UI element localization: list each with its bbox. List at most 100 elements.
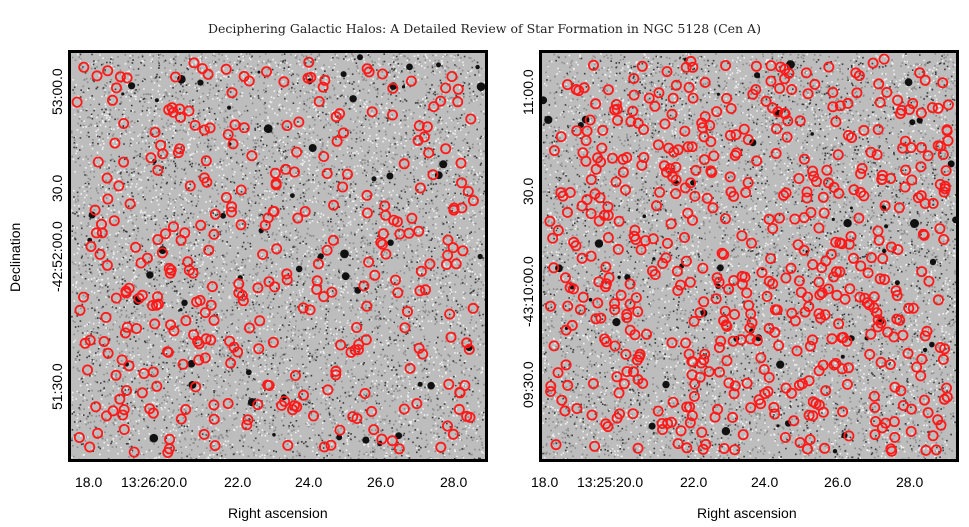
source-marker (681, 401, 693, 413)
source-marker (252, 282, 264, 294)
source-marker (813, 222, 825, 234)
source-marker (377, 228, 389, 240)
source-marker (235, 184, 247, 196)
source-marker (649, 100, 661, 112)
source-marker (612, 114, 624, 126)
source-marker (443, 378, 455, 390)
source-marker (116, 354, 128, 366)
right-x-tick-4: 24.0 (751, 474, 779, 490)
source-marker (627, 105, 639, 117)
source-marker (675, 425, 687, 437)
source-marker (118, 404, 130, 416)
source-marker (193, 354, 205, 366)
source-marker (831, 289, 843, 301)
right-sky-image (542, 53, 956, 459)
source-marker (136, 289, 148, 301)
sky-noise (542, 53, 956, 459)
source-marker (737, 429, 749, 441)
source-marker (813, 276, 825, 288)
source-marker (220, 191, 232, 203)
source-marker (796, 378, 808, 390)
source-marker (896, 104, 908, 116)
source-marker (615, 289, 627, 301)
source-marker (666, 108, 678, 120)
source-marker (621, 312, 633, 324)
source-marker (792, 239, 804, 251)
source-marker (366, 106, 378, 118)
y-axis-label: Declination (7, 222, 23, 292)
source-marker (299, 205, 311, 217)
source-marker (873, 234, 885, 246)
source-marker (586, 409, 598, 421)
source-marker (603, 272, 615, 284)
source-marker (241, 419, 253, 431)
source-marker (208, 228, 220, 240)
source-marker (932, 140, 944, 152)
source-marker (388, 214, 400, 226)
source-marker (113, 180, 125, 192)
source-marker (763, 371, 775, 383)
source-marker (694, 306, 706, 318)
source-marker (456, 177, 468, 189)
source-marker (337, 181, 349, 193)
source-marker (684, 276, 696, 288)
source-marker (793, 173, 805, 185)
source-marker (899, 181, 911, 193)
source-marker (816, 287, 828, 299)
source-marker (710, 293, 722, 305)
source-marker (227, 138, 239, 150)
source-marker (144, 403, 156, 415)
source-marker (716, 247, 728, 259)
source-marker (242, 414, 254, 426)
source-marker (855, 186, 867, 198)
source-marker (659, 118, 671, 130)
source-marker (830, 357, 842, 369)
right-y-tick-4: 09:30.0 (520, 361, 536, 408)
source-marker (661, 166, 673, 178)
source-marker (107, 405, 119, 417)
source-marker (751, 155, 763, 167)
source-marker (84, 334, 96, 346)
source-marker (682, 207, 694, 219)
source-marker (926, 102, 938, 114)
source-marker (888, 416, 900, 428)
source-marker (613, 215, 625, 227)
source-marker (892, 244, 904, 256)
source-marker (885, 241, 897, 253)
source-marker (911, 361, 923, 373)
right-x-tick-5: 26.0 (824, 474, 852, 490)
source-marker (736, 230, 748, 242)
source-marker (222, 397, 234, 409)
source-marker (632, 306, 644, 318)
source-marker (448, 204, 460, 216)
source-marker (180, 403, 192, 415)
source-marker (905, 142, 917, 154)
source-marker (198, 172, 210, 184)
source-marker (632, 117, 644, 129)
source-marker (665, 218, 677, 230)
left-sky-image (71, 53, 485, 459)
right-y-tick-1: 11:00.0 (520, 69, 536, 115)
source-marker (848, 184, 860, 196)
source-marker (157, 148, 169, 160)
source-marker (243, 322, 255, 334)
source-marker (184, 180, 196, 192)
source-marker (331, 135, 343, 147)
source-marker (363, 256, 375, 268)
source-marker (780, 272, 792, 284)
source-marker (740, 186, 752, 198)
source-marker (358, 280, 370, 292)
source-marker (856, 162, 868, 174)
source-marker (742, 134, 754, 146)
source-marker (453, 403, 465, 415)
source-marker (205, 299, 217, 311)
source-marker (109, 137, 121, 149)
right-y-tick-2: 30.0 (520, 177, 536, 205)
source-marker (95, 218, 107, 230)
source-marker (592, 297, 604, 309)
source-marker (874, 96, 886, 108)
source-marker (457, 245, 469, 257)
source-marker (770, 123, 782, 135)
source-marker (942, 99, 954, 111)
